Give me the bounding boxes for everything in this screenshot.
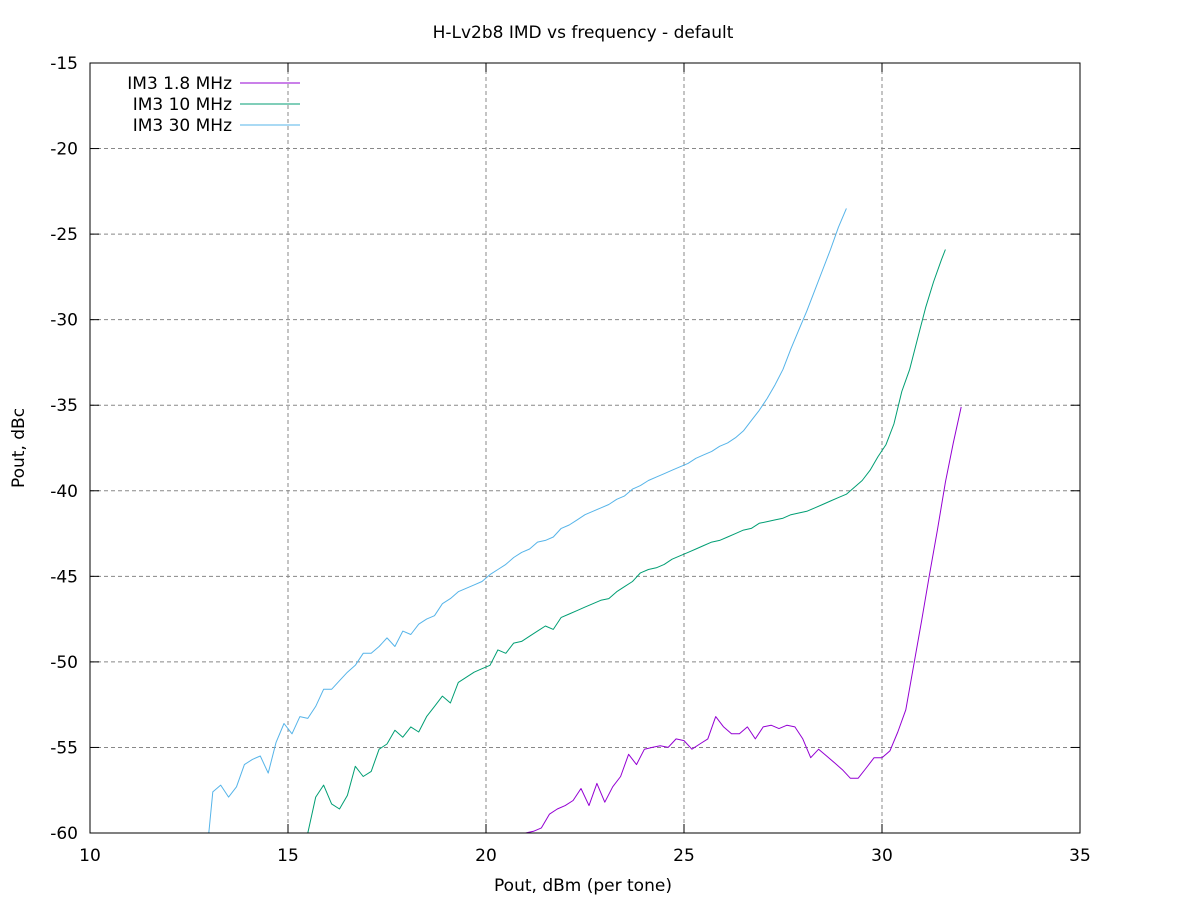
series-3	[208, 208, 847, 834]
series-lines	[208, 208, 962, 834]
y-tick-label: -20	[50, 140, 78, 160]
x-tick-label: 15	[277, 846, 299, 866]
series-2	[307, 249, 946, 834]
x-tick-label: 30	[871, 846, 893, 866]
series-1	[525, 406, 962, 834]
plot-frame	[89, 62, 1081, 834]
x-tick-label: 25	[673, 846, 695, 866]
y-tick-label: -15	[50, 54, 78, 74]
x-axis-label: Pout, dBm (per tone)	[494, 876, 672, 896]
y-tick-label: -55	[50, 738, 78, 758]
x-tick-label: 20	[475, 846, 497, 866]
y-axis-label: Pout, dBc	[9, 408, 29, 488]
axis-ticks: 10 15 20 25 30 35 -60 -55 -50 -45 -40 -35 -30 -25 -20 -…	[50, 54, 1091, 866]
series-line-1	[525, 406, 962, 834]
legend-label-1: IM3 1.8 MHz	[127, 74, 232, 94]
y-tick-label: -25	[50, 225, 78, 245]
y-tick-label: -30	[50, 311, 78, 331]
series-line-2	[307, 249, 946, 834]
x-tick-label: 10	[79, 846, 101, 866]
legend-label-3: IM3 30 MHz	[133, 116, 232, 136]
y-tick-label: -60	[50, 824, 78, 844]
chart-title: H-Lv2b8 IMD vs frequency - default	[433, 23, 734, 43]
x-tick-label: 35	[1069, 846, 1091, 866]
y-tick-label: -35	[50, 396, 78, 416]
series-line-3	[208, 208, 847, 834]
y-tick-label: -50	[50, 653, 78, 673]
grid	[90, 63, 1080, 833]
legend-label-2: IM3 10 MHz	[133, 95, 232, 115]
y-tick-label: -45	[50, 567, 78, 587]
y-tick-label: -40	[50, 482, 78, 502]
